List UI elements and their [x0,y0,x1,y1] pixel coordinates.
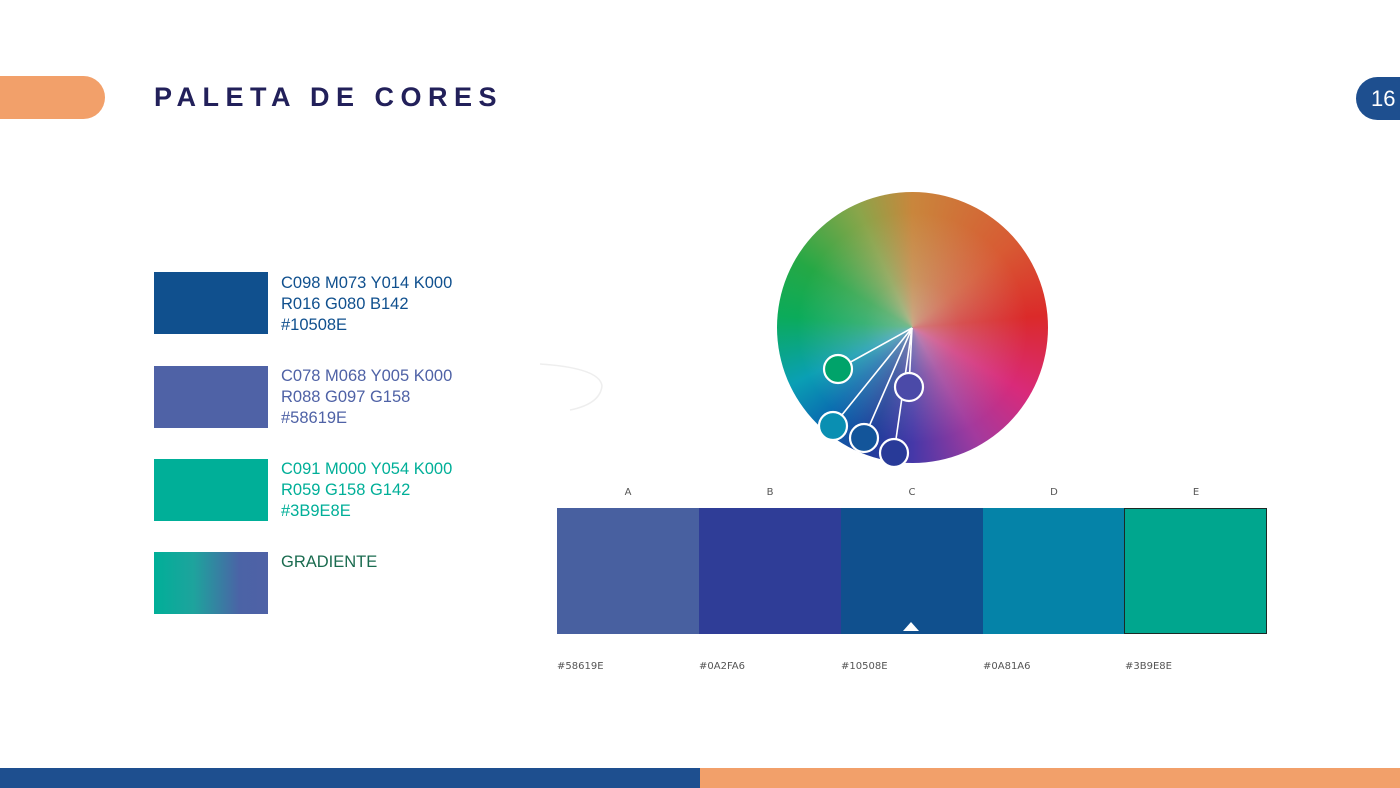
spec-cmyk: C091 M000 Y054 K000 [281,460,453,478]
page-number-badge: 16 [1356,77,1400,120]
spec-rgb: R059 G158 G142 [281,481,411,499]
spec-gradient-label: GRADIENTE [281,553,378,571]
picker-line [863,327,913,439]
picker-line [832,327,913,427]
spec-violet-blue: C078 M068 Y005 K000 R088 G097 G158 #5861… [281,366,452,429]
harmony-hex-c: #10508E [841,661,888,672]
harmony-swatch-d[interactable] [983,508,1125,634]
header-accent-tab [0,76,105,119]
color-wheel [777,192,1048,469]
picker-handle-e[interactable] [878,437,910,469]
swatch-violet-blue [154,366,268,428]
harmony-label-d: D [1050,487,1058,498]
harmony-label-c: C [908,487,916,498]
faint-arc [539,363,603,411]
harmony-hex-a: #58619E [557,661,604,672]
swatch-primary-blue [154,272,268,334]
footer-bar-blue [0,768,700,788]
spec-cmyk: C098 M073 Y014 K000 [281,274,453,292]
harmony-hex-d: #0A81A6 [983,661,1031,672]
harmony-swatch-b[interactable] [699,508,841,634]
harmony-pickers [817,327,925,469]
spec-gradient: GRADIENTE [281,552,377,573]
picker-handle-c[interactable] [817,410,849,442]
harmony-label-b: B [766,487,774,498]
harmony-label-a: A [624,487,632,498]
spec-hex: #58619E [281,409,348,427]
selected-swatch-marker [903,622,919,631]
swatch-gradient [154,552,268,614]
spec-hex: #10508E [281,316,348,334]
picker-handle-d[interactable] [848,422,880,454]
picker-handle-a[interactable] [822,353,854,385]
spec-hex: #3B9E8E [281,502,351,520]
spec-primary-blue: C098 M073 Y014 K000 R016 G080 B142 #1050… [281,273,452,336]
harmony-swatch-c[interactable] [841,508,983,634]
harmony-swatch-e[interactable] [1124,508,1267,634]
spec-cmyk: C078 M068 Y005 K000 [281,367,453,385]
spec-rgb: R088 G097 G158 [281,388,411,406]
harmony-swatch-a[interactable] [557,508,699,634]
spec-rgb: R016 G080 B142 [281,295,409,313]
harmony-hex-b: #0A2FA6 [699,661,745,672]
spec-teal: C091 M000 Y054 K000 R059 G158 G142 #3B9E… [281,459,452,522]
swatch-teal [154,459,268,521]
page-title: PALETA DE CORES [154,82,504,112]
footer-bar-orange [700,768,1400,788]
harmony-hex-e: #3B9E8E [1125,661,1172,672]
picker-handle-b[interactable] [893,371,925,403]
harmony-label-e: E [1192,487,1200,498]
